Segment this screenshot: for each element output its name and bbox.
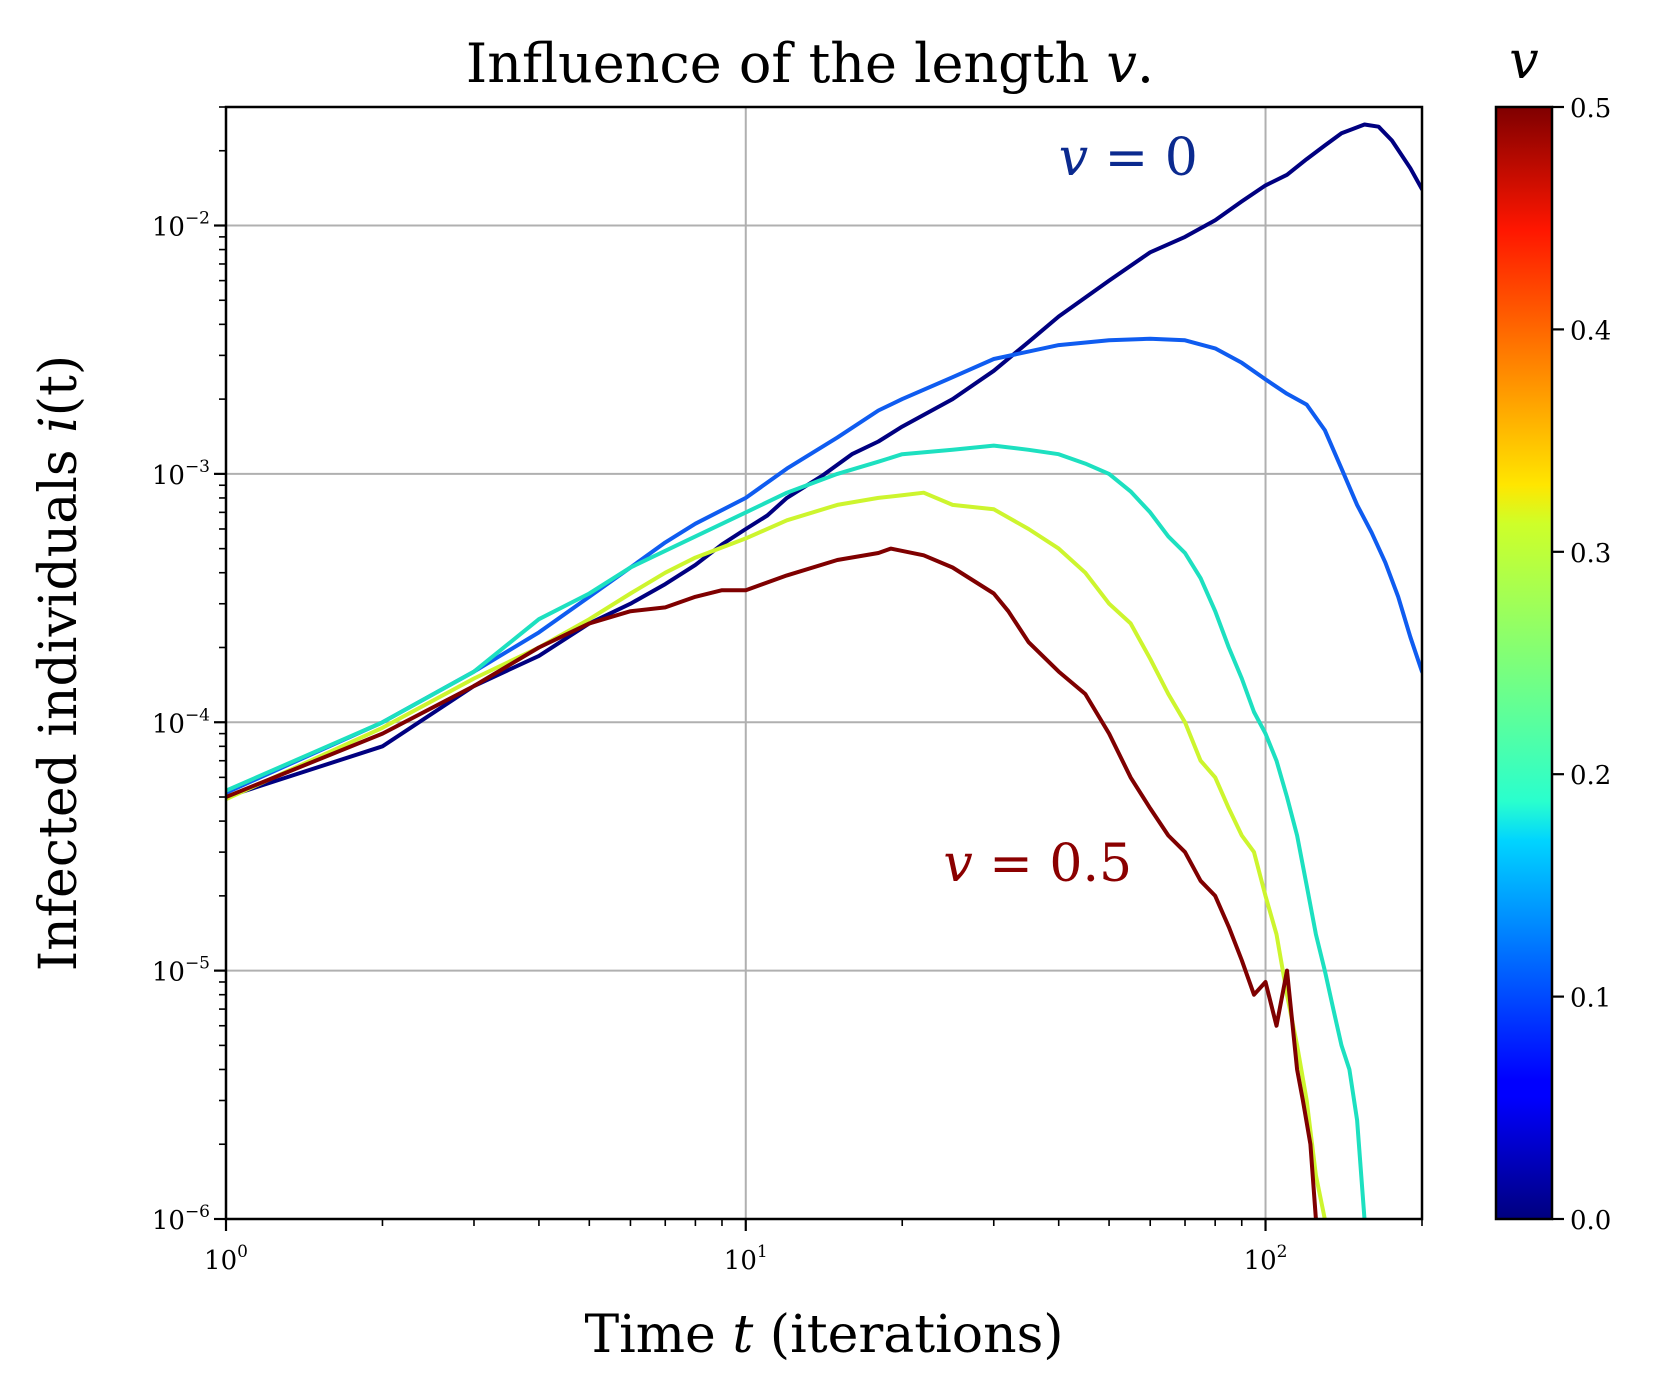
colorbar-tick-label: 0.4	[1570, 316, 1611, 346]
y-tick-label: 10−6	[152, 1202, 210, 1236]
series-line-v-0-3	[226, 490, 1327, 1219]
x-tick-label: 102	[1244, 1242, 1288, 1276]
plot-frame	[224, 105, 1424, 1221]
x-tick-label: 101	[724, 1242, 768, 1276]
tick-labels: 100 101 102 10−6 10−5 10−4 10−3 10−2	[152, 209, 1288, 1276]
colorbar-gradient	[1494, 105, 1554, 1221]
major-ticks	[214, 224, 1267, 1231]
y-tick-label: 10−5	[152, 954, 210, 988]
y-tick-label: 10−3	[152, 457, 210, 491]
colorbar-tick-label: 0.3	[1570, 539, 1611, 569]
minor-ticks	[219, 106, 1423, 1226]
series-line-v-0-5	[226, 546, 1318, 1219]
y-tick-label: 10−2	[152, 209, 210, 243]
series-line-v-0-2	[226, 443, 1367, 1219]
colorbar-tick-label: 0.5	[1570, 94, 1611, 124]
series-line-v-0	[226, 122, 1422, 799]
y-axis-label: Infected individuals i(t)	[29, 355, 89, 971]
x-tick-label: 100	[204, 1242, 248, 1276]
colorbar: v 0.0 0.1 0.2 0.3 0.4 0.5	[1494, 31, 1611, 1236]
colorbar-ticks: 0.0 0.1 0.2 0.3 0.4 0.5	[1552, 94, 1611, 1236]
chart-title: Influence of the length v.	[466, 32, 1154, 95]
colorbar-tick-label: 0.1	[1570, 984, 1611, 1014]
annotation-v-0: v = 0	[1059, 128, 1198, 188]
colorbar-tick-label: 0.2	[1570, 761, 1611, 791]
annotations: v = 0 v = 0.5	[943, 128, 1197, 894]
annotation-v-0-5: v = 0.5	[943, 834, 1132, 894]
y-tick-label: 10−4	[152, 705, 210, 739]
series-group	[226, 122, 1422, 1219]
grid	[226, 107, 1422, 1219]
x-axis-label: Time t (iterations)	[584, 1305, 1063, 1365]
colorbar-label: v	[1509, 31, 1538, 91]
colorbar-tick-label: 0.0	[1570, 1206, 1611, 1236]
